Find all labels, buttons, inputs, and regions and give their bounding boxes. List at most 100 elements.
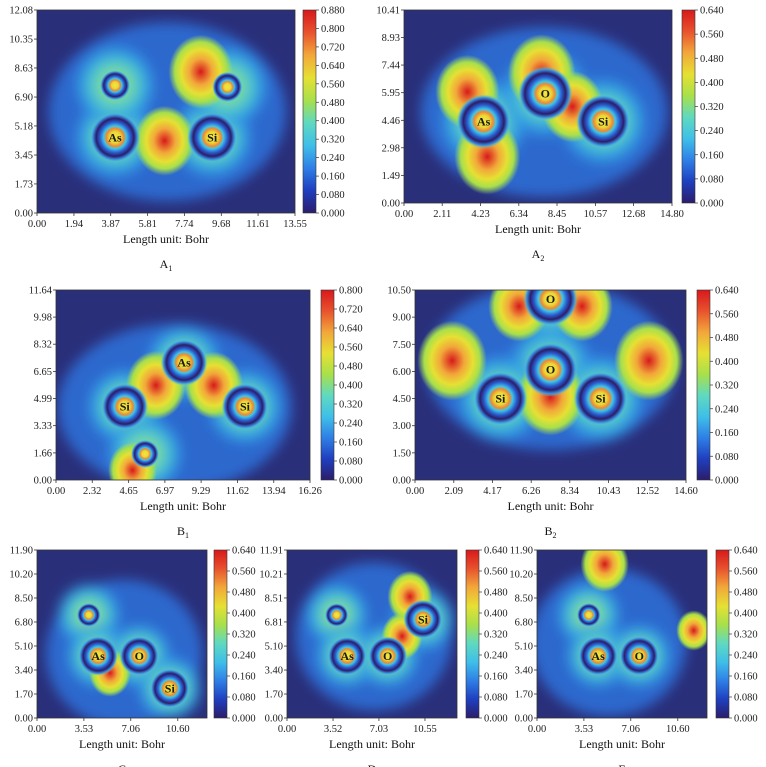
elf-map: [404, 10, 672, 203]
y-tick-label: 6.00: [393, 367, 411, 378]
panel-subscript: 2: [553, 531, 557, 540]
colorbar-tick-label: 0.400: [484, 609, 508, 620]
colorbar-tick-label: 0.560: [484, 567, 508, 578]
colorbar-tick-label: 0.400: [700, 78, 724, 89]
atom-core: [403, 599, 443, 639]
colorbar: [302, 9, 317, 214]
colorbar-tick-label: 0.320: [339, 400, 363, 411]
x-tick-label: 10.55: [413, 724, 437, 735]
y-tick-label: 9.00: [393, 313, 411, 324]
atom-label: As: [477, 114, 491, 128]
x-tick-label: 4.17: [483, 486, 501, 497]
atom-label: Si: [120, 400, 131, 414]
colorbar-tick-label: 0.400: [232, 609, 256, 620]
atom-label: Si: [418, 612, 429, 626]
colorbar-tick-label: 0.320: [715, 381, 739, 392]
colorbar-tick-label: 0.160: [734, 672, 758, 683]
panel-subscript: 1: [168, 264, 172, 273]
panel-a2: As O Si 0.00 2.11 4.23 6.34 8.45 10.57 12.68 14.80…: [376, 6, 723, 264]
atom-core: [101, 383, 149, 430]
atom-label: O: [541, 87, 550, 101]
colorbar-tick-label: 0.160: [484, 672, 508, 683]
colorbar-tick-label: 0.000: [339, 476, 363, 487]
atom-core: [473, 371, 528, 426]
plot-frame: [403, 9, 673, 204]
y-tick-label: 12.08: [9, 6, 33, 17]
atom-label: O: [383, 649, 392, 663]
atom-core: [619, 635, 660, 676]
colorbar-tick-label: 0.240: [700, 126, 724, 137]
y-tick-label: 8.51: [265, 593, 283, 604]
x-tick-label: 11.61: [246, 219, 269, 230]
x-tick-label: 2.11: [433, 209, 451, 220]
colorbar-tick-label: 0.240: [321, 153, 345, 164]
elf-map: [37, 550, 207, 718]
y-tick-label: 10.41: [376, 6, 400, 17]
atom-label: O: [135, 649, 144, 663]
atom-core: [212, 71, 243, 103]
y-tick-label: 4.50: [393, 394, 411, 405]
y-tick-label: 5.10: [265, 642, 283, 653]
colorbar-tick-label: 0.080: [734, 693, 758, 704]
y-tick-label: 5.18: [15, 121, 33, 132]
plot-frame: [286, 549, 458, 719]
y-tick-label: 3.45: [15, 151, 33, 162]
x-tick-label: 3.87: [101, 219, 119, 230]
atom-label: Si: [165, 681, 176, 695]
elf-hotspot: [134, 105, 196, 176]
colorbar-tick-label: 0.800: [339, 286, 363, 297]
colorbar-tick-label: 0.080: [484, 693, 508, 704]
x-tick-label: 1.94: [65, 219, 84, 230]
colorbar-tick-label: 0.320: [484, 630, 508, 641]
colorbar-tick-label: 0.320: [734, 630, 758, 641]
atom-core: [523, 290, 578, 327]
colorbar-tick-label: 0.160: [700, 150, 724, 161]
colorbar-tick-label: 0.720: [321, 42, 345, 53]
colorbar-tick-label: 0.240: [734, 651, 758, 662]
panel-label: A2: [532, 247, 545, 263]
panel-label: B1: [177, 524, 189, 540]
x-tick-label: 3.53: [575, 724, 593, 735]
atom-label: As: [591, 649, 605, 663]
colorbar-tick-label: 0.480: [232, 588, 256, 599]
x-tick-label: 16.26: [298, 486, 322, 497]
y-tick-label: 1.49: [382, 171, 400, 182]
x-tick-label: 9.29: [192, 486, 210, 497]
x-axis-title: Length unit: Bohr: [123, 232, 209, 246]
colorbar-tick-label: 0.080: [715, 452, 739, 463]
colorbar-tick-label: 0.640: [484, 546, 508, 557]
y-tick-label: 5.10: [15, 642, 33, 653]
x-tick-label: 7.03: [370, 724, 388, 735]
y-tick-label: 3.40: [15, 666, 33, 677]
y-tick-label: 0.00: [265, 714, 283, 725]
colorbar-tick-label: 0.640: [715, 286, 739, 297]
y-tick-label: 0.00: [15, 209, 33, 220]
colorbar-tick-label: 0.400: [715, 357, 739, 368]
atom-core: [573, 371, 628, 426]
colorbar-tick-label: 0.240: [484, 651, 508, 662]
atom-label: As: [177, 355, 191, 369]
colorbar-tick-label: 0.000: [715, 476, 739, 487]
y-tick-label: 3.33: [34, 421, 52, 432]
x-axis-title: Length unit: Bohr: [329, 737, 415, 751]
y-tick-label: 6.80: [15, 618, 33, 629]
x-tick-label: 7.06: [622, 724, 640, 735]
colorbar-tick-label: 0.560: [232, 567, 256, 578]
x-tick-label: 2.09: [445, 486, 463, 497]
x-tick-label: 7.06: [122, 724, 140, 735]
colorbar-tick-label: 0.560: [321, 79, 345, 90]
atom-core: [576, 94, 631, 149]
colorbar-tick-label: 0.480: [700, 54, 724, 65]
colorbar-tick-label: 0.240: [232, 651, 256, 662]
atom-label: Si: [207, 130, 218, 144]
x-tick-label: 13.94: [262, 486, 286, 497]
x-tick-label: 4.23: [471, 209, 489, 220]
y-tick-label: 3.40: [265, 666, 283, 677]
x-tick-label: 6.97: [156, 486, 174, 497]
colorbar: [465, 549, 480, 719]
plot-frame: [536, 549, 708, 719]
colorbar-tick-label: 0.400: [321, 116, 345, 127]
panel-c: As O Si 0.00 3.53 7.06 10.60 0.00 1.70 3.40 5.10 6.…: [9, 546, 255, 767]
y-tick-label: 0.00: [515, 714, 533, 725]
